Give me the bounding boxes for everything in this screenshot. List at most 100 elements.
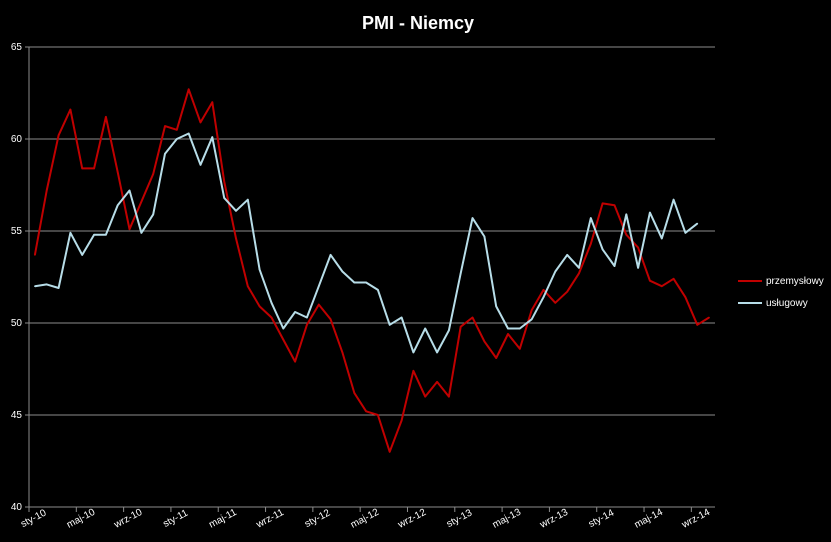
data-point-przemyslowy [247, 285, 249, 288]
data-point-przemyslowy [400, 419, 403, 422]
data-point-przemyslowy [661, 285, 663, 288]
data-point-przemyslowy [672, 278, 675, 280]
data-point-uslugowy [223, 197, 225, 199]
data-point-przemyslowy [93, 167, 95, 170]
data-point-przemyslowy [187, 88, 190, 91]
data-point-przemyslowy [45, 189, 48, 192]
y-tick-label: 50 [11, 318, 23, 329]
data-point-uslugowy [542, 296, 545, 299]
y-tick-label: 60 [11, 134, 23, 145]
data-point-przemyslowy [625, 233, 628, 236]
data-point-uslugowy [459, 272, 462, 275]
data-point-przemyslowy [235, 237, 237, 240]
data-point-przemyslowy [164, 125, 166, 127]
data-point-uslugowy [377, 289, 379, 291]
data-point-przemyslowy [81, 167, 83, 170]
y-axis-ticks: 40 45 50 55 60 65 [11, 42, 29, 513]
data-point-uslugowy [436, 351, 438, 354]
data-point-uslugowy [554, 270, 557, 273]
data-point-uslugowy [448, 329, 450, 332]
data-point-uslugowy [613, 265, 616, 267]
data-point-przemyslowy [329, 318, 332, 321]
data-point-przemyslowy [459, 325, 462, 328]
data-point-uslugowy [57, 287, 60, 289]
data-point-przemyslowy [519, 348, 521, 350]
data-point-przemyslowy [566, 290, 568, 293]
data-point-przemyslowy [507, 333, 509, 335]
data-point-uslugowy [329, 254, 332, 256]
data-point-przemyslowy [436, 381, 438, 383]
data-point-przemyslowy [116, 171, 119, 173]
series-lines [33, 88, 710, 453]
data-point-przemyslowy [199, 121, 202, 124]
data-point-uslugowy [601, 248, 604, 251]
legend[interactable]: przemysłowy usługowy [738, 276, 824, 309]
data-point-uslugowy [637, 267, 639, 269]
data-point-przemyslowy [554, 302, 557, 304]
data-point-uslugowy [152, 213, 154, 216]
data-point-uslugowy [211, 136, 214, 138]
series-line-przemyslowy [33, 88, 710, 453]
chart-title: PMI - Niemcy [362, 13, 474, 33]
data-point-uslugowy [400, 316, 403, 319]
legend-label-przemyslowy: przemysłowy [766, 276, 824, 287]
data-point-uslugowy [578, 267, 580, 269]
data-point-przemyslowy [365, 410, 367, 413]
data-point-uslugowy [649, 211, 651, 214]
data-point-przemyslowy [637, 246, 639, 249]
data-point-przemyslowy [34, 254, 36, 256]
data-point-uslugowy [93, 233, 95, 236]
y-tick-label: 55 [11, 226, 23, 237]
data-point-uslugowy [495, 305, 498, 308]
legend-label-uslugowy: usługowy [766, 298, 808, 309]
data-point-przemyslowy [495, 357, 498, 359]
data-point-uslugowy [696, 222, 699, 225]
data-point-uslugowy [661, 237, 663, 240]
data-point-przemyslowy [649, 279, 651, 282]
data-point-przemyslowy [353, 392, 356, 394]
data-point-uslugowy [140, 232, 143, 234]
data-point-uslugowy [519, 327, 521, 330]
data-point-przemyslowy [483, 340, 486, 343]
data-point-uslugowy [187, 132, 190, 135]
data-point-przemyslowy [412, 370, 415, 372]
data-point-uslugowy [247, 198, 249, 201]
data-point-przemyslowy [590, 243, 592, 245]
data-point-przemyslowy [57, 134, 60, 137]
data-point-uslugowy [34, 285, 36, 288]
data-point-uslugowy [105, 233, 107, 236]
data-point-przemyslowy [176, 129, 178, 131]
data-point-uslugowy [684, 232, 687, 234]
data-point-przemyslowy [530, 309, 533, 311]
data-point-uslugowy [507, 327, 509, 330]
legend-item-przemyslowy[interactable]: przemysłowy [738, 276, 824, 287]
data-point-przemyslowy [211, 101, 214, 103]
data-point-uslugowy [282, 327, 285, 330]
data-point-uslugowy [483, 235, 486, 238]
data-point-przemyslowy [258, 305, 261, 308]
data-point-uslugowy [199, 164, 202, 166]
data-point-uslugowy [672, 198, 675, 201]
data-point-przemyslowy [128, 228, 131, 230]
data-point-uslugowy [365, 281, 367, 284]
legend-item-uslugowy[interactable]: usługowy [738, 298, 808, 309]
data-point-przemyslowy [578, 272, 580, 275]
data-point-uslugowy [306, 316, 308, 319]
data-point-przemyslowy [270, 316, 273, 319]
y-tick-label: 65 [11, 42, 23, 53]
data-point-uslugowy [341, 270, 344, 273]
data-point-uslugowy [412, 351, 415, 354]
y-tick-label: 40 [11, 502, 23, 513]
data-point-przemyslowy [140, 200, 143, 203]
data-point-przemyslowy [318, 303, 320, 306]
data-point-uslugowy [81, 254, 83, 256]
data-point-przemyslowy [708, 316, 710, 319]
data-point-przemyslowy [471, 316, 474, 319]
data-point-przemyslowy [152, 173, 154, 175]
data-point-uslugowy [116, 204, 119, 206]
data-point-uslugowy [45, 283, 48, 286]
data-point-uslugowy [388, 324, 391, 326]
data-point-uslugowy [164, 152, 166, 155]
data-point-uslugowy [353, 281, 356, 284]
